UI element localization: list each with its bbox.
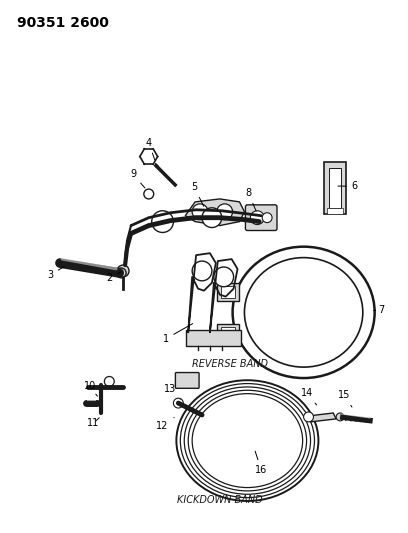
FancyBboxPatch shape [175,373,199,389]
Bar [329,168,341,208]
Text: 1: 1 [162,324,193,344]
Text: 3: 3 [47,266,64,280]
Text: 13: 13 [164,384,180,399]
Text: 11: 11 [87,418,100,428]
Text: 5: 5 [191,182,204,206]
Text: 14: 14 [300,388,317,405]
Text: 12: 12 [156,417,174,431]
Circle shape [251,211,264,224]
Text: 10: 10 [84,381,98,396]
Circle shape [304,412,313,422]
Circle shape [202,208,222,228]
FancyBboxPatch shape [221,327,235,339]
Circle shape [214,267,234,287]
Text: REVERSE BAND: REVERSE BAND [192,359,268,369]
Text: 6: 6 [338,181,358,191]
Text: 2: 2 [106,272,121,283]
Text: 16: 16 [255,451,267,475]
FancyBboxPatch shape [217,324,239,342]
Text: 90351 2600: 90351 2600 [17,17,109,30]
Circle shape [192,204,208,220]
Circle shape [173,398,183,408]
Circle shape [336,413,344,421]
Circle shape [144,189,154,199]
Text: 15: 15 [338,390,352,407]
FancyBboxPatch shape [217,283,239,301]
Circle shape [152,211,173,232]
Text: 8: 8 [245,188,256,211]
Text: 4: 4 [146,138,155,160]
Bar [186,330,242,346]
Circle shape [217,204,233,220]
Circle shape [104,376,114,386]
Circle shape [192,261,212,281]
Circle shape [116,268,126,278]
FancyBboxPatch shape [221,286,235,297]
Polygon shape [308,413,336,422]
Circle shape [117,265,129,277]
Polygon shape [185,199,244,225]
Text: 7: 7 [374,305,385,316]
Bar [324,163,346,214]
Text: KICKDOWN BAND: KICKDOWN BAND [177,495,263,505]
Bar [327,208,343,214]
Circle shape [262,213,272,223]
Text: 9: 9 [130,169,145,188]
FancyBboxPatch shape [246,205,277,230]
